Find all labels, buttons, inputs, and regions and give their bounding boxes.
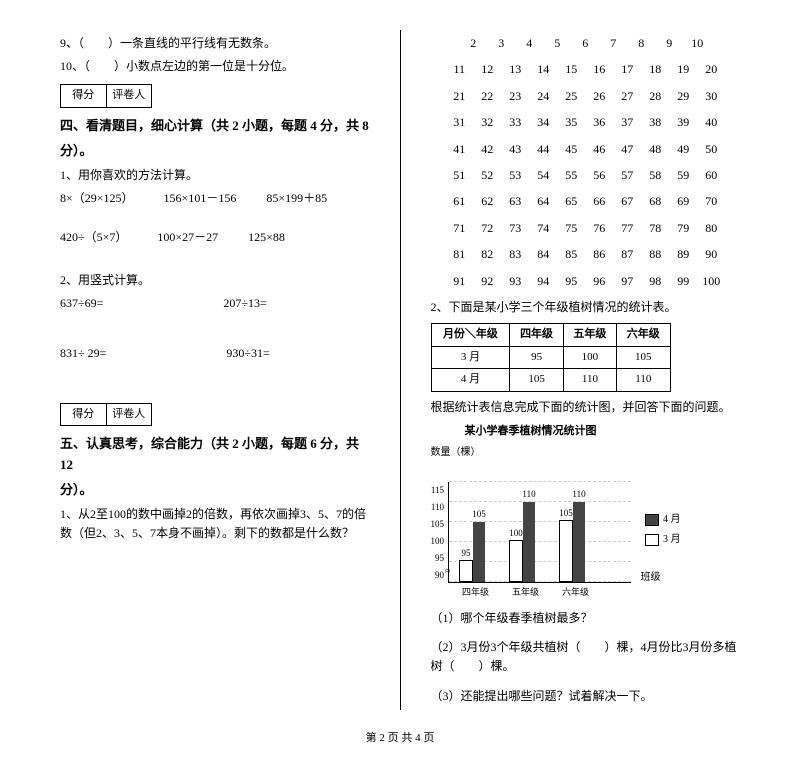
section-5-title-cont: 分）。 — [60, 480, 370, 501]
table-cell: 95 — [510, 346, 563, 369]
table-cell: 105 — [510, 369, 563, 392]
table-corner: 月份＼年级 — [431, 324, 510, 347]
score-box-2: 得分 评卷人 — [60, 403, 152, 427]
table-month: 3 月 — [431, 346, 510, 369]
table-header: 四年级 — [510, 324, 563, 347]
calc-item: 156×101－156 — [164, 189, 237, 208]
calc-item: 125×88 — [248, 228, 285, 247]
section5-q1: 1、从2至100的数中画掉2的倍数，再依次画掉3、5、7的倍数（但2、3、5、7… — [60, 505, 370, 543]
y-axis-label: 数量（棵） — [431, 445, 631, 461]
score-box-1: 得分 评卷人 — [60, 84, 152, 108]
calc-problems-2: 637÷69= 207÷13= — [60, 294, 370, 333]
chart-title: 某小学春季植树情况统计图 — [431, 423, 631, 441]
section4-q2: 2、用竖式计算。 — [60, 271, 370, 290]
x-axis-labels: 四年级 五年级 六年级 — [451, 585, 631, 599]
calc-item: 207÷13= — [223, 294, 266, 313]
question-10: 10、（ ）小数点左边的第一位是十分位。 — [60, 57, 370, 76]
score-label: 得分 — [61, 404, 107, 426]
table-caption: 根据统计表信息完成下面的统计图，并回答下面的问题。 — [431, 398, 741, 417]
section4-q1: 1、用你喜欢的方法计算。 — [60, 166, 370, 185]
x-label: 四年级 — [451, 585, 501, 599]
table-cell: 105 — [617, 346, 670, 369]
planting-table: 月份＼年级 四年级 五年级 六年级 3 月 95 100 105 4 月 105… — [431, 323, 671, 392]
section5-q2: 2、下面是某小学三个年级植树情况的统计表。 — [431, 298, 741, 317]
sub-question-2: （2）3月份3个年级共植树（ ）棵，4月份比3月份多植树（ ）棵。 — [431, 638, 741, 676]
section-5-title: 五、认真思考，综合能力（共 2 小题，每题 6 分，共 12 — [60, 434, 370, 476]
bar-chart: 某小学春季植树情况统计图 数量（棵） 1151101051009590 ≈ 班级… — [431, 423, 631, 599]
calc-item: 637÷69= — [60, 294, 103, 313]
legend-swatch-march — [645, 534, 659, 546]
table-cell: 110 — [563, 369, 616, 392]
page-footer: 第 2 页 共 4 页 — [60, 730, 740, 748]
sub-question-3: （3）还能提出哪些问题？试着解决一下。 — [431, 687, 741, 706]
chart-legend: 4 月 3 月 — [645, 512, 681, 552]
chart-plot: ≈ 班级 4 月 3 月 95105100110105110 — [448, 482, 631, 583]
calc-item: 831÷ 29= — [60, 344, 106, 363]
calc-problems-1: 8×（29×125） 156×101－156 85×199＋85 — [60, 189, 370, 228]
table-cell: 100 — [563, 346, 616, 369]
score-label: 得分 — [61, 85, 107, 107]
sub-question-1: （1）哪个年级春季植树最多？ — [431, 609, 741, 628]
section-4-title-cont: 分）。 — [60, 141, 370, 162]
table-row: 4 月 105 110 110 — [431, 369, 670, 392]
legend-item-april: 4 月 — [645, 512, 681, 528]
legend-item-march: 3 月 — [645, 532, 681, 548]
section-4-title: 四、看清题目，细心计算（共 2 小题，每题 4 分，共 8 — [60, 116, 370, 137]
table-month: 4 月 — [431, 369, 510, 392]
calc-item: 8×（29×125） — [60, 189, 134, 208]
reviewer-label: 评卷人 — [107, 85, 152, 107]
question-9: 9、（ ）一条直线的平行线有无数条。 — [60, 34, 370, 53]
table-cell: 110 — [617, 369, 670, 392]
calc-item: 420÷（5×7） — [60, 228, 127, 247]
legend-label: 3 月 — [663, 532, 681, 548]
calc-item: 100×27－27 — [157, 228, 218, 247]
table-header: 五年级 — [563, 324, 616, 347]
x-label: 六年级 — [551, 585, 601, 599]
column-divider — [400, 30, 401, 710]
calc-item: 930÷31= — [226, 344, 269, 363]
legend-swatch-april — [645, 514, 659, 526]
calc-item: 85×199＋85 — [266, 189, 327, 208]
table-header-row: 月份＼年级 四年级 五年级 六年级 — [431, 324, 670, 347]
axis-break-icon: ≈ — [445, 564, 451, 580]
y-axis: 1151101051009590 — [431, 483, 445, 583]
reviewer-label: 评卷人 — [107, 404, 152, 426]
x-axis-label: 班级 — [641, 570, 661, 586]
x-label: 五年级 — [501, 585, 551, 599]
calc-problems-1b: 420÷（5×7） 100×27－27 125×88 — [60, 228, 370, 267]
table-header: 六年级 — [617, 324, 670, 347]
table-row: 3 月 95 100 105 — [431, 346, 670, 369]
calc-problems-2b: 831÷ 29= 930÷31= — [60, 344, 370, 383]
legend-label: 4 月 — [663, 512, 681, 528]
number-grid: 2345678910111213141516171819202122232425… — [431, 30, 741, 294]
